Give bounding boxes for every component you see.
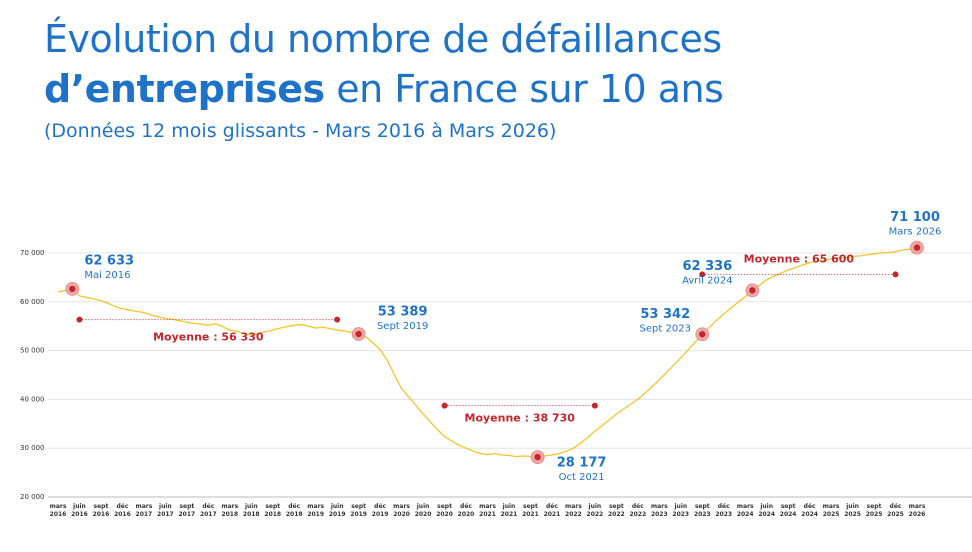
title: Évolution du nombre de défaillances d’ent…: [44, 14, 724, 114]
x-tick-label: mars 2017: [135, 503, 153, 518]
average-dot: [76, 316, 83, 323]
x-tick-label: sept 2016: [92, 503, 110, 518]
x-tick-label: sept 2022: [607, 503, 625, 518]
x-tick-label: mars 2019: [307, 503, 325, 518]
x-tick-label: mars 2016: [49, 503, 67, 518]
y-tick-label: 70 000: [20, 249, 45, 257]
x-tick-label: mars 2023: [650, 503, 668, 518]
highlight-point: [69, 285, 76, 293]
x-tick-label: mars 2025: [822, 503, 840, 518]
title-bold: d’entreprises: [44, 67, 325, 111]
x-tick-label: juin 2016: [71, 503, 88, 518]
x-tick-label: sept 2021: [522, 503, 539, 518]
x-tick-label: juin 2017: [157, 503, 174, 518]
x-tick-label: sept 2019: [350, 503, 367, 518]
highlight-point: [749, 287, 756, 294]
point-date-label: Oct 2021: [559, 472, 605, 483]
x-tick-label: sept 2023: [693, 503, 711, 518]
x-tick-label: juin 2021: [500, 503, 518, 518]
average-dot: [334, 316, 341, 323]
x-tick-label: déc 2022: [629, 503, 647, 518]
x-tick-label: déc 2016: [114, 503, 131, 518]
x-tick-label: mars 2022: [564, 503, 582, 518]
x-tick-label: mars 2024: [736, 503, 754, 518]
x-tick-label: mars 2020: [393, 503, 411, 518]
x-tick-label: déc 2025: [887, 503, 904, 518]
average-dot: [892, 271, 899, 278]
line: [57, 246, 918, 458]
x-tick-label: sept 2024: [779, 503, 797, 518]
point-date-label: Sept 2019: [377, 321, 428, 332]
y-tick-label: 20 000: [20, 493, 45, 501]
value-label: 28 177: [557, 456, 607, 471]
x-tick-label: déc 2020: [457, 503, 475, 518]
average-dot: [441, 402, 448, 409]
value-label: 71 100: [890, 210, 940, 225]
subtitle: (Données 12 mois glissants - Mars 2016 à…: [44, 120, 557, 142]
x-tick-label: déc 2023: [715, 503, 733, 518]
average-label: Moyenne : 56 330: [153, 331, 264, 344]
x-tick-label: déc 2019: [371, 503, 389, 518]
x-tick-label: déc 2024: [801, 503, 818, 518]
x-tick-label: sept 2025: [865, 503, 883, 518]
average-dot: [591, 402, 598, 409]
average-label: Moyenne : 38 730: [465, 412, 576, 425]
x-tick-label: juin 2023: [672, 503, 690, 518]
x-tick-label: mars 2026: [908, 503, 926, 518]
value-label: 62 633: [84, 253, 134, 268]
title-rest: en France sur 10 ans: [336, 67, 724, 111]
x-tick-label: sept 2017: [178, 503, 196, 518]
x-tick-label: déc 2017: [199, 503, 217, 518]
x-tick-label: juin 2022: [586, 503, 604, 518]
x-tick-label: juin 2025: [844, 503, 861, 518]
highlight-point: [534, 453, 541, 461]
x-tick-label: juin 2018: [242, 503, 260, 518]
x-tick-label: mars 2018: [221, 503, 239, 518]
y-tick-label: 50 000: [20, 347, 45, 355]
point-date-label: Mai 2016: [84, 270, 130, 281]
highlight-point: [355, 330, 362, 338]
x-tick-label: juin 2020: [414, 503, 432, 518]
value-label: 62 336: [682, 259, 732, 274]
average-dot: [699, 271, 706, 278]
highlight-point: [913, 244, 921, 251]
y-tick-label: 60 000: [20, 298, 45, 306]
x-tick-label: sept 2018: [264, 503, 282, 518]
highlight-point: [699, 331, 706, 338]
x-tick-label: déc 2021: [543, 503, 561, 518]
title-line: Évolution du nombre de défaillances: [44, 17, 722, 61]
y-tick-label: 40 000: [20, 395, 45, 403]
average-label: Moyenne : 65 600: [744, 252, 855, 265]
value-label: 53 342: [640, 307, 690, 322]
point-date-label: Avril 2024: [682, 275, 732, 286]
point-date-label: Sept 2023: [640, 323, 691, 334]
value-label: 53 389: [378, 305, 428, 320]
x-tick-label: déc 2018: [285, 503, 303, 518]
x-tick-label: sept 2020: [436, 503, 453, 518]
y-tick-label: 30 000: [20, 444, 45, 452]
x-tick-label: mars 2021: [479, 503, 496, 518]
x-tick-label: juin 2024: [758, 503, 776, 518]
point-date-label: Mars 2026: [889, 227, 942, 238]
x-tick-label: juin 2019: [328, 503, 346, 518]
